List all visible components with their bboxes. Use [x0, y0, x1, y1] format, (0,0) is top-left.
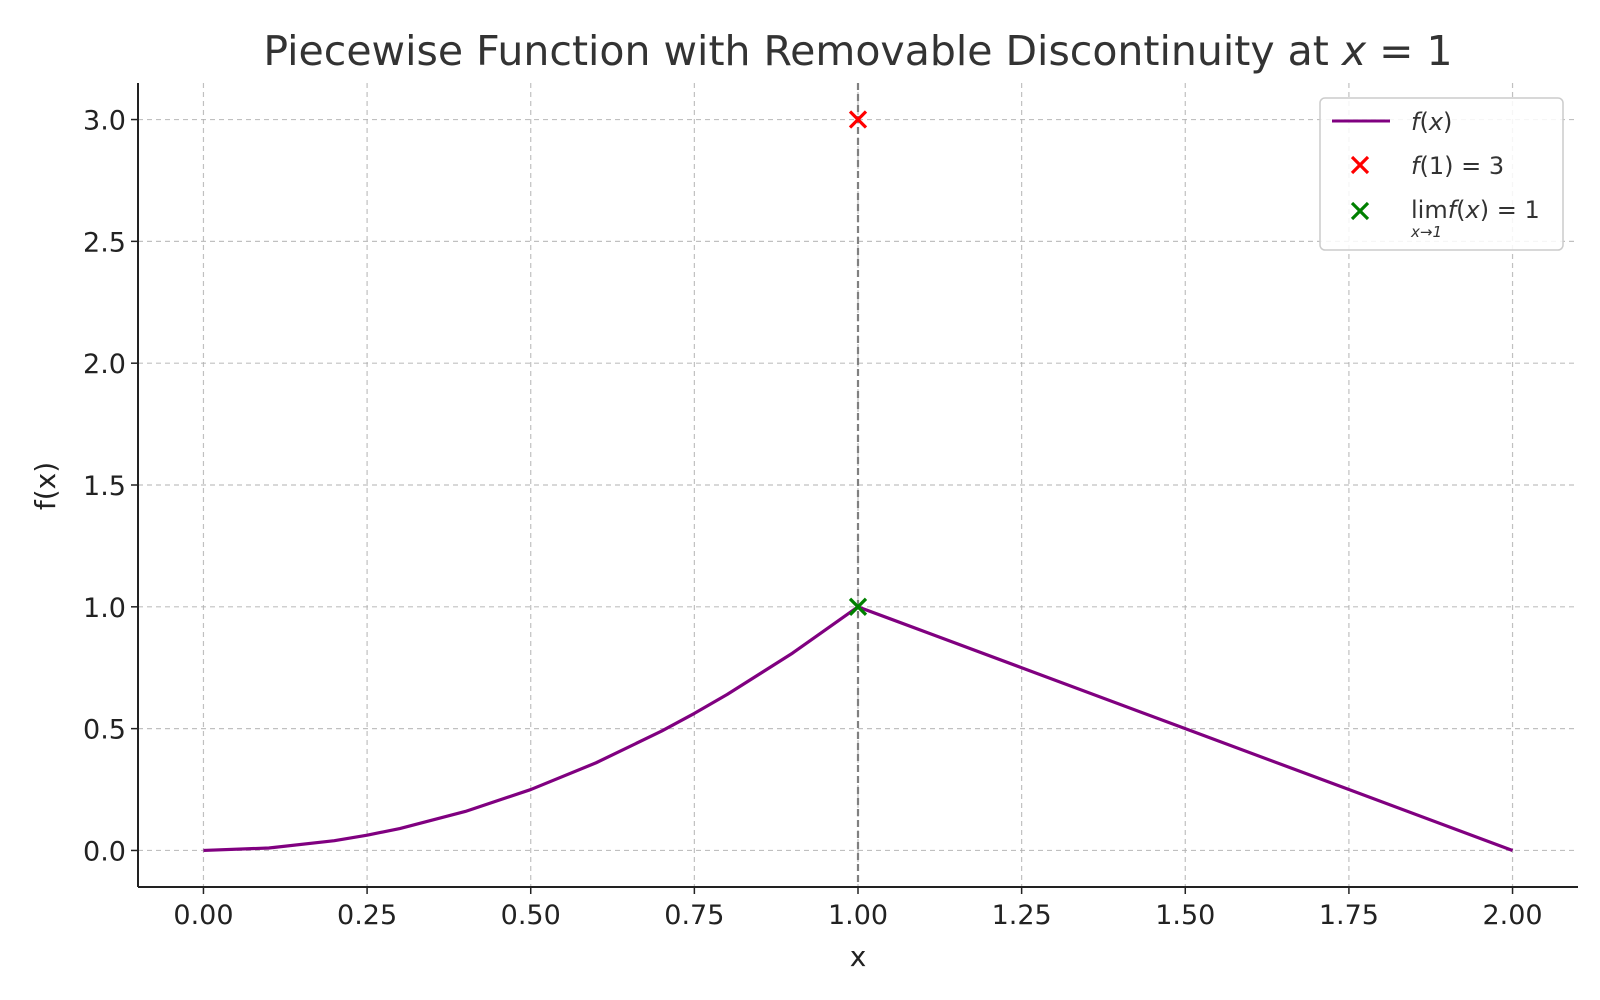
x-tick-label: 0.00 — [173, 900, 233, 931]
x-tick-label: 1.00 — [828, 900, 888, 931]
x-ticks: 0.00 0.25 0.50 0.75 1.00 1.25 1.50 1.75 2.00 — [173, 887, 1543, 931]
chart-title: Piecewise Function with Removable Discon… — [263, 27, 1452, 75]
y-tick-label: 2.0 — [83, 349, 126, 380]
y-tick-label: 0.0 — [83, 836, 126, 867]
y-ticks: 0.0 0.5 1.0 1.5 2.0 2.5 3.0 — [83, 106, 138, 867]
y-tick-label: 1.5 — [83, 471, 126, 502]
x-tick-label: 0.75 — [664, 900, 724, 931]
series — [203, 605, 1514, 853]
y-axis-title: f(x) — [29, 462, 62, 510]
x-tick-label: 1.25 — [992, 900, 1052, 931]
y-tick-label: 2.5 — [83, 227, 126, 258]
x-tick-label: 0.50 — [501, 900, 561, 931]
markers — [848, 110, 868, 616]
y-tick-label: 0.5 — [83, 715, 126, 746]
legend-label-limit: limf(x) = 1 — [1411, 196, 1540, 224]
legend-label-f1: f(1) = 3 — [1411, 152, 1504, 180]
x-tick-label: 1.75 — [1319, 900, 1379, 931]
legend-label-fx: f(x) — [1411, 108, 1452, 136]
x-tick-label: 2.00 — [1482, 900, 1542, 931]
marker-limit-equals-1 — [848, 597, 868, 616]
x-axis-title: x — [850, 940, 867, 973]
legend-red-x-swatch — [1350, 155, 1370, 175]
y-tick-label: 3.0 — [83, 106, 126, 137]
legend-green-x-swatch — [1350, 201, 1370, 221]
marker-f1-equals-3 — [848, 110, 868, 129]
x-tick-label: 0.25 — [337, 900, 397, 931]
x-tick-label: 1.50 — [1155, 900, 1215, 931]
legend-frame — [1319, 97, 1564, 251]
legend-label-limit-subscript: x→1 — [1410, 223, 1442, 241]
series-line-fx — [203, 605, 1514, 853]
y-tick-label: 1.0 — [83, 593, 126, 624]
legend: f(x) f(1) = 3 limf(x) = 1 x→1 — [1319, 97, 1564, 251]
